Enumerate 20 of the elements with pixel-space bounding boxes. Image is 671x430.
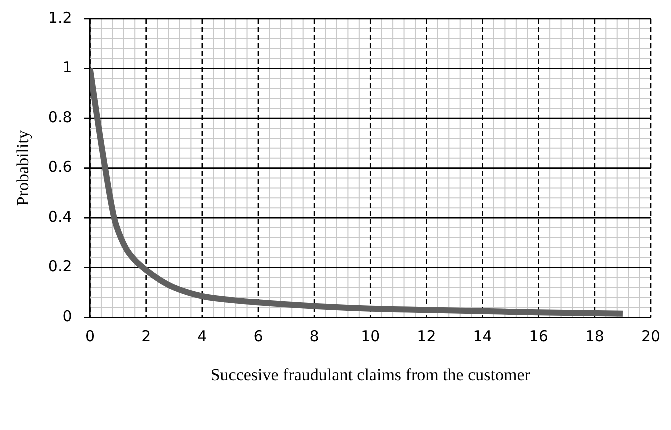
y-axis-title: Probability bbox=[14, 130, 33, 206]
x-tick-label: 16 bbox=[529, 327, 548, 346]
x-tick-label: 18 bbox=[585, 327, 604, 346]
x-tick-label: 12 bbox=[417, 327, 436, 346]
x-tick-label: 14 bbox=[473, 327, 492, 346]
x-tick-label: 4 bbox=[198, 327, 208, 346]
y-tick-label: 1 bbox=[62, 58, 72, 77]
y-tick-label: 1.2 bbox=[48, 8, 72, 27]
x-tick-label: 2 bbox=[142, 327, 152, 346]
y-tick-label: 0.8 bbox=[48, 108, 72, 126]
y-tick-label: 0.6 bbox=[48, 158, 72, 176]
y-tick-label: 0 bbox=[62, 307, 72, 326]
y-tick-label: 0.2 bbox=[48, 258, 72, 276]
x-tick-label: 0 bbox=[85, 327, 96, 346]
x-tick-label: 10 bbox=[361, 327, 380, 346]
x-tick-label: 6 bbox=[254, 327, 264, 346]
x-tick-label: 20 bbox=[641, 327, 661, 346]
x-tick-label: 8 bbox=[310, 327, 320, 346]
y-tick-label: 0.4 bbox=[48, 208, 72, 226]
x-axis-title: Succesive fraudulant claims from the customer bbox=[210, 365, 531, 384]
